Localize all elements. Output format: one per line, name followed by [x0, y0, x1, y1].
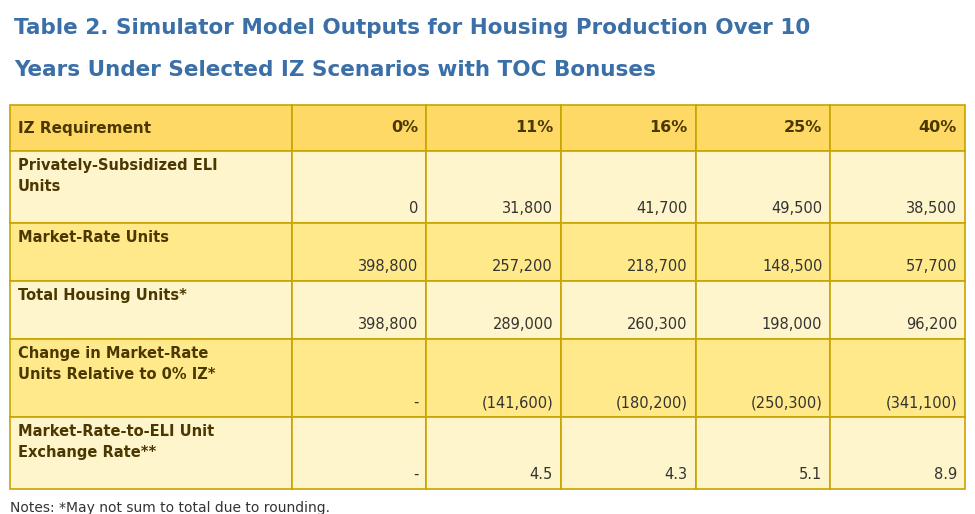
Text: IZ Requirement: IZ Requirement: [18, 120, 151, 136]
Bar: [426, 281, 561, 339]
Text: Years Under Selected IZ Scenarios with TOC Bonuses: Years Under Selected IZ Scenarios with T…: [14, 60, 656, 80]
Text: 96,200: 96,200: [906, 317, 957, 332]
Bar: [10, 151, 292, 223]
Bar: [561, 417, 696, 489]
Text: (341,100): (341,100): [885, 395, 957, 410]
Text: 257,200: 257,200: [492, 259, 553, 274]
Text: 289,000: 289,000: [492, 317, 553, 332]
Text: 218,700: 218,700: [627, 259, 687, 274]
Bar: [426, 151, 561, 223]
Bar: [831, 417, 965, 489]
Bar: [696, 339, 831, 417]
Bar: [10, 223, 292, 281]
Bar: [696, 417, 831, 489]
Text: -: -: [413, 467, 418, 482]
Text: (141,600): (141,600): [482, 395, 553, 410]
Text: (250,300): (250,300): [751, 395, 822, 410]
Text: 0%: 0%: [391, 120, 418, 136]
Text: 49,500: 49,500: [771, 201, 822, 216]
Bar: [426, 223, 561, 281]
Text: 38,500: 38,500: [906, 201, 957, 216]
Text: Notes: *May not sum to total due to rounding.: Notes: *May not sum to total due to roun…: [10, 501, 330, 514]
Bar: [561, 339, 696, 417]
Text: 0: 0: [409, 201, 418, 216]
Text: Market-Rate-to-ELI Unit
Exchange Rate**: Market-Rate-to-ELI Unit Exchange Rate**: [18, 424, 214, 460]
Bar: [831, 281, 965, 339]
Bar: [696, 105, 831, 151]
Text: 40%: 40%: [918, 120, 957, 136]
Text: -: -: [413, 395, 418, 410]
Bar: [292, 281, 426, 339]
Text: Market-Rate Units: Market-Rate Units: [18, 230, 169, 245]
Text: 8.9: 8.9: [934, 467, 957, 482]
Bar: [831, 339, 965, 417]
Bar: [10, 105, 292, 151]
Bar: [561, 223, 696, 281]
Bar: [831, 151, 965, 223]
Text: 4.5: 4.5: [529, 467, 553, 482]
Bar: [696, 281, 831, 339]
Text: 398,800: 398,800: [358, 259, 418, 274]
Bar: [292, 151, 426, 223]
Text: 260,300: 260,300: [627, 317, 687, 332]
Text: 5.1: 5.1: [800, 467, 822, 482]
Text: 148,500: 148,500: [762, 259, 822, 274]
Text: 198,000: 198,000: [761, 317, 822, 332]
Text: Change in Market-Rate
Units Relative to 0% IZ*: Change in Market-Rate Units Relative to …: [18, 346, 215, 382]
Bar: [831, 105, 965, 151]
Bar: [10, 339, 292, 417]
Text: 11%: 11%: [515, 120, 553, 136]
Bar: [696, 151, 831, 223]
Text: 31,800: 31,800: [502, 201, 553, 216]
Bar: [292, 105, 426, 151]
Bar: [292, 417, 426, 489]
Bar: [426, 339, 561, 417]
Text: Table 2. Simulator Model Outputs for Housing Production Over 10: Table 2. Simulator Model Outputs for Hou…: [14, 18, 810, 38]
Bar: [426, 105, 561, 151]
Text: 16%: 16%: [649, 120, 687, 136]
Bar: [561, 105, 696, 151]
Bar: [561, 281, 696, 339]
Text: 41,700: 41,700: [637, 201, 687, 216]
Bar: [10, 417, 292, 489]
Bar: [426, 417, 561, 489]
Text: 398,800: 398,800: [358, 317, 418, 332]
Text: Privately-Subsidized ELI
Units: Privately-Subsidized ELI Units: [18, 158, 217, 194]
Text: 25%: 25%: [784, 120, 822, 136]
Bar: [292, 223, 426, 281]
Text: (180,200): (180,200): [615, 395, 687, 410]
Bar: [696, 223, 831, 281]
Bar: [561, 151, 696, 223]
Bar: [10, 281, 292, 339]
Text: Total Housing Units*: Total Housing Units*: [18, 288, 187, 303]
Bar: [831, 223, 965, 281]
Text: 4.3: 4.3: [665, 467, 687, 482]
Bar: [292, 339, 426, 417]
Text: 57,700: 57,700: [906, 259, 957, 274]
